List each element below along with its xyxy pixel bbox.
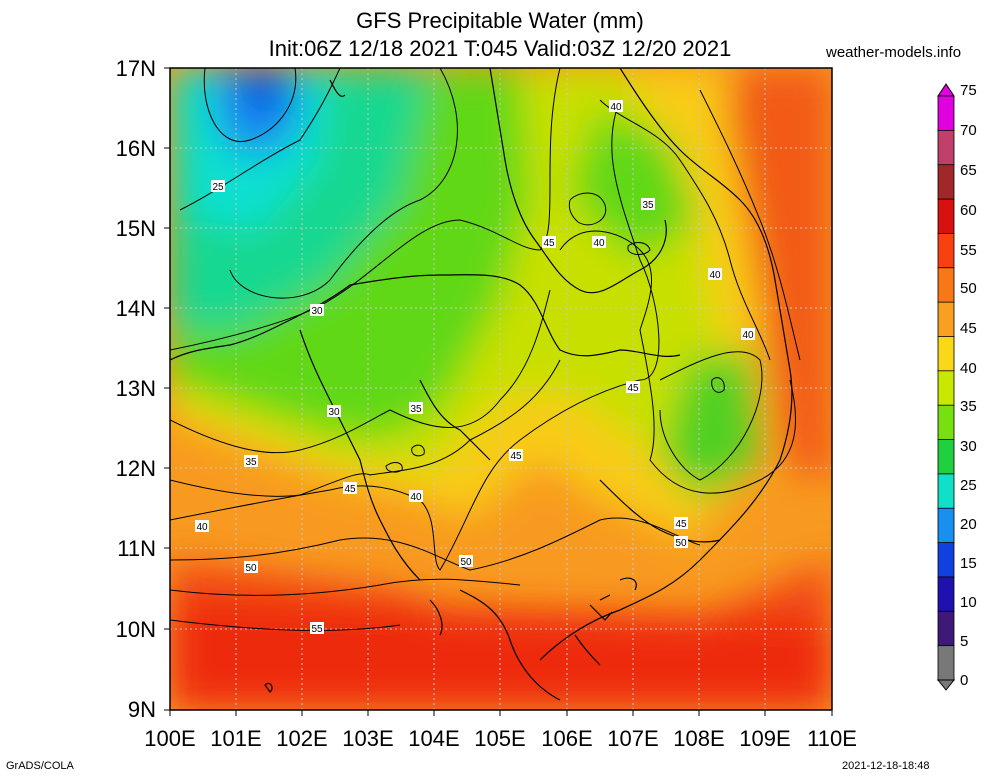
contour-label: 35 <box>410 404 422 415</box>
contour-label: 30 <box>328 407 340 418</box>
colorbar-bottom-arrow <box>936 679 956 691</box>
lon-label: 102E <box>276 726 328 751</box>
lat-label: 17N <box>115 56 156 81</box>
lon-label: 101E <box>210 726 262 751</box>
map-subtitle: Init:06Z 12/18 2021 T:045 Valid:03Z 12/2… <box>268 36 732 61</box>
contour-label: 50 <box>675 538 687 549</box>
lon-label: 109E <box>739 726 791 751</box>
contour-label: 45 <box>627 383 639 394</box>
coastlines-borders <box>170 68 793 701</box>
map-title: GFS Precipitable Water (mm) <box>356 8 644 33</box>
site-brand: weather-models.info <box>826 44 962 61</box>
colorbar-label: 65 <box>960 162 977 179</box>
lon-label: 100E <box>144 726 196 751</box>
map-frame <box>169 67 833 711</box>
colorbar-label: 70 <box>960 122 977 139</box>
contour-label: 50 <box>460 557 472 568</box>
colorbar-label: 60 <box>960 202 977 219</box>
footer-timestamp: 2021-12-18-18:48 <box>842 760 930 772</box>
lat-label: 12N <box>115 456 156 481</box>
colorbar-segment <box>937 576 955 613</box>
colorbar-label: 45 <box>960 320 977 337</box>
lon-label: 110E <box>807 726 857 751</box>
pw-field <box>170 68 832 710</box>
contour-label: 45 <box>543 238 555 249</box>
contour-label: 40 <box>610 102 622 113</box>
contour-label: 30 <box>311 306 323 317</box>
colorbar-label: 10 <box>960 594 977 611</box>
contour-label: 25 <box>212 182 224 193</box>
colorbar-segment <box>937 336 955 372</box>
lat-label: 11N <box>117 536 156 561</box>
contour-label: 45 <box>510 451 522 462</box>
contour-label: 40 <box>742 330 754 341</box>
lon-label: 106E <box>541 726 593 751</box>
lat-label: 15N <box>115 216 156 241</box>
contour-label: 40 <box>593 238 605 249</box>
colorbar-segment <box>937 645 955 681</box>
colorbar-segment <box>937 301 955 338</box>
contour-label: 40 <box>709 270 721 281</box>
contour-label: 55 <box>311 624 323 635</box>
footer-credit: GrADS/COLA <box>6 760 74 772</box>
colorbar-label: 0 <box>960 672 969 689</box>
lat-label: 9N <box>127 697 156 722</box>
colorbar-label: 75 <box>960 82 977 99</box>
lat-label: 14N <box>115 296 156 321</box>
contour-label: 45 <box>675 519 687 530</box>
axis-ticks <box>164 67 833 716</box>
colorbar-segment <box>937 507 955 544</box>
colorbar-segment <box>937 610 955 647</box>
lon-label: 108E <box>673 726 725 751</box>
contour-labels: 25 30 30 35 35 40 40 40 40 40 40 45 45 4… <box>195 100 755 635</box>
contour-label: 35 <box>642 200 654 211</box>
lat-label: 13N <box>115 376 156 401</box>
colorbar-label: 55 <box>960 242 977 259</box>
colorbar-label: 15 <box>960 555 977 572</box>
colorbar-segment <box>937 164 955 200</box>
colorbar-segment <box>937 267 955 304</box>
colorbar-segment <box>937 542 955 578</box>
colorbar-segment <box>937 370 955 407</box>
colorbar <box>936 83 956 691</box>
contour-label: 45 <box>344 484 356 495</box>
colorbar-label: 20 <box>960 516 977 533</box>
lon-label: 107E <box>607 726 659 751</box>
contour-label: 50 <box>245 563 257 574</box>
lon-label: 103E <box>342 726 394 751</box>
colorbar-segment <box>937 129 955 166</box>
colorbar-segment <box>937 198 955 235</box>
lon-label: 105E <box>474 726 526 751</box>
lat-label: 16N <box>115 136 156 161</box>
contour-label: 40 <box>410 492 422 503</box>
colorbar-top-arrow <box>937 83 955 97</box>
lat-label: 10N <box>115 617 156 642</box>
colorbar-label: 35 <box>960 398 977 415</box>
colorbar-segment <box>937 95 955 132</box>
colorbar-segment <box>937 439 955 475</box>
colorbar-label: 5 <box>960 633 969 650</box>
lon-label: 104E <box>408 726 460 751</box>
colorbar-label: 40 <box>960 360 977 377</box>
colorbar-segment <box>937 233 955 269</box>
colorbar-label: 50 <box>960 280 977 297</box>
colorbar-segment <box>937 404 955 441</box>
contour-label: 35 <box>245 457 257 468</box>
colorbar-label: 25 <box>960 477 977 494</box>
graticule <box>170 68 832 710</box>
colorbar-segment <box>937 473 955 510</box>
contour-label: 40 <box>196 522 208 533</box>
colorbar-label: 30 <box>960 438 977 455</box>
